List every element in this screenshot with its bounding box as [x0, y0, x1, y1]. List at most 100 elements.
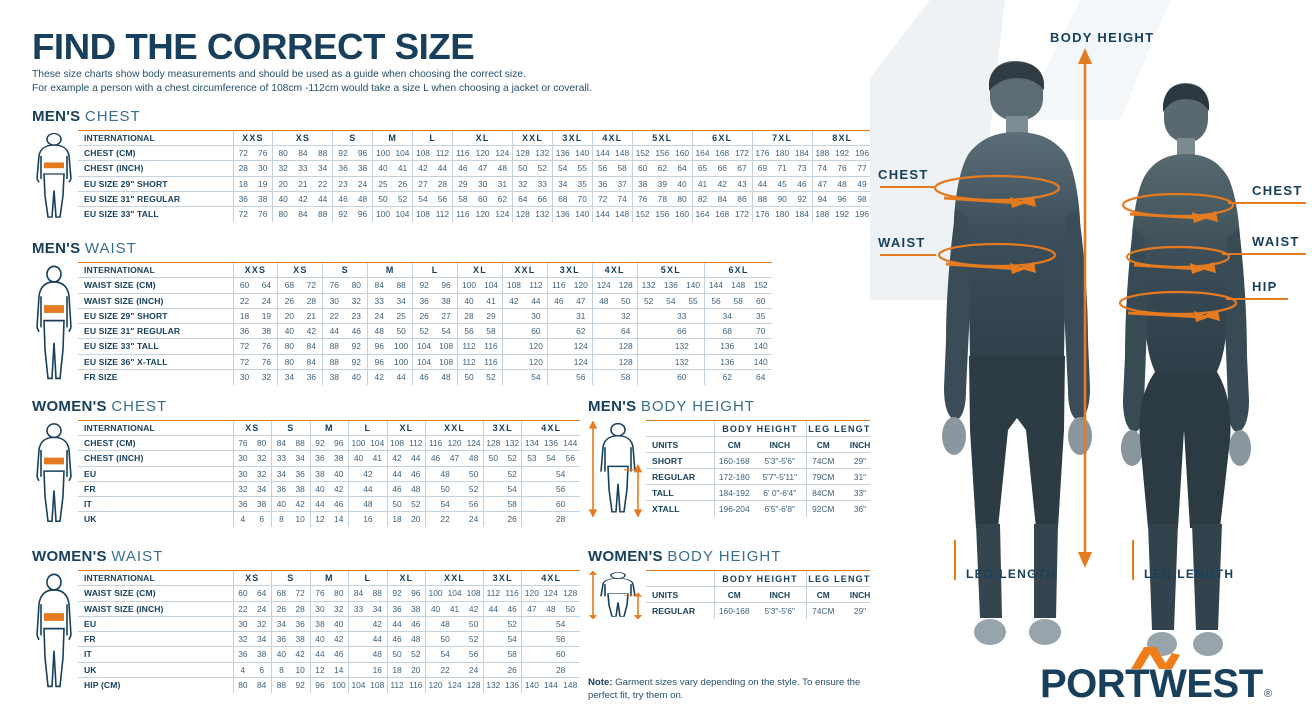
size-value: 46	[792, 176, 813, 192]
size-value: 50	[372, 191, 393, 207]
size-value: 54	[541, 466, 580, 482]
size-value: 44	[348, 481, 388, 497]
size-value: 54	[435, 323, 458, 340]
table-header-row: INTERNATIONAL XXS XS S M L XL XXL 3XL 4XL 5XL 6XL	[32, 261, 772, 379]
size-value: 30	[524, 308, 548, 325]
size-value: 104	[367, 435, 388, 452]
size-value: 76	[258, 209, 268, 220]
size-value: 32	[232, 481, 253, 497]
size-value	[591, 354, 615, 370]
size-value: 88	[271, 677, 291, 693]
size-value: 88	[322, 338, 346, 355]
size-value: 120	[475, 209, 490, 220]
size-value: 24	[252, 601, 272, 617]
size-value: 92	[412, 277, 436, 294]
size-value: 176	[751, 206, 773, 222]
size-value: 54	[659, 293, 683, 309]
size-value: 58	[502, 646, 522, 663]
size-value: 30	[232, 616, 253, 633]
size-value: 70	[572, 191, 593, 207]
size-value: 136	[552, 206, 573, 222]
size-value: 108	[464, 585, 484, 602]
size-value: 72	[232, 206, 253, 222]
size-value	[636, 323, 660, 340]
table-header-row: BODY HEIGHT LEG LENGTH	[588, 420, 881, 517]
size-value	[521, 631, 542, 648]
size-group-header: XL	[457, 261, 503, 279]
size-value: 30	[322, 293, 346, 309]
row-label: EU SIZE 29" SHORT	[78, 176, 233, 192]
row-label: FR	[78, 631, 233, 648]
size-value: 39	[652, 176, 673, 192]
size-value: 20	[277, 308, 301, 325]
size-value: 50	[425, 481, 465, 497]
size-value	[521, 496, 542, 513]
size-value: 172	[732, 145, 753, 162]
table-row: IT 36 38 40 42 44 46 48 50 52 54 56 58 60	[32, 496, 580, 513]
size-value: 74CM	[805, 602, 841, 619]
size-value: 124	[495, 209, 510, 220]
figure-cell	[32, 571, 78, 693]
size-value: 60	[677, 372, 687, 383]
size-value: 35	[572, 176, 593, 192]
size-value: 74	[612, 191, 633, 207]
table-row: FR SIZE 30 32 34 36 38 40 42 44 46 48 50 52 54 56 58 60 6…	[32, 369, 772, 385]
size-value: 96	[406, 585, 426, 602]
table-row: EU SIZE 33" TALL 72 76 80 84 88 92 96 100 104 108 1…	[32, 338, 772, 355]
tables-panel: FIND THE CORRECT SIZE These size charts …	[32, 26, 881, 701]
size-group-header: XS	[232, 569, 272, 587]
size-value: 28	[300, 293, 323, 309]
size-value: 55	[572, 160, 593, 177]
size-group-header: S	[322, 261, 368, 279]
size-value: 40	[271, 646, 291, 663]
size-value: 46	[412, 369, 436, 385]
size-value	[546, 323, 570, 340]
size-value: 54	[425, 496, 465, 513]
size-value: 152	[631, 206, 653, 222]
section-title-bold: MEN'S	[32, 240, 81, 257]
size-value: 100	[457, 277, 480, 294]
size-value: 124	[447, 680, 462, 691]
size-value: 54	[502, 631, 522, 648]
size-value: 104	[444, 585, 465, 602]
section-title-bold: WOMEN'S	[32, 398, 107, 415]
size-value: 52	[502, 466, 522, 482]
female-body-figure-icon	[36, 572, 72, 687]
size-group-header: M	[372, 129, 413, 147]
size-group-header: XXL	[512, 129, 553, 147]
size-value: 29"	[853, 605, 867, 616]
size-value: 98	[852, 191, 872, 207]
size-value: 76	[252, 145, 273, 162]
size-value: 88	[290, 435, 311, 452]
size-value: 32	[261, 372, 272, 383]
row-label: WAIST SIZE (CM)	[78, 585, 233, 602]
size-value: 88	[317, 209, 328, 220]
size-value: 26	[507, 514, 517, 525]
table-row: WAIST SIZE (CM) 60 64 68 72 76 80 84 88 92 96 100 10…	[32, 277, 772, 294]
section-title-mens-body-height: MEN'S BODY HEIGHT	[588, 398, 872, 415]
section-title-light: CHEST	[111, 398, 168, 415]
size-value: 76	[631, 191, 653, 207]
table-mens-body-height: BODY HEIGHT LEG LENGTH UNITS CM INCH CM INCH SH…	[588, 420, 881, 517]
size-value: 44	[386, 466, 407, 482]
size-value: 80	[345, 277, 368, 294]
row-label: WAIST SIZE (INCH)	[78, 601, 233, 617]
size-value: 46	[386, 481, 407, 497]
size-value: 116	[452, 145, 473, 162]
size-value: 54	[552, 160, 573, 177]
section-mens-waist: MEN'S WAIST INTERNATIONAL XXS XS S M L XL XXL 3X…	[32, 240, 772, 385]
size-value: 128	[512, 145, 533, 162]
table-row: TALL 184-192 6' 0"-6'4" 84CM 33"	[588, 484, 881, 501]
size-value: 44	[386, 616, 407, 633]
size-value: 12	[309, 511, 330, 527]
size-value: 26	[392, 176, 413, 192]
size-value: 84	[298, 209, 308, 220]
size-group-header: 7XL	[751, 129, 813, 147]
size-value: 124	[569, 338, 593, 355]
size-value: 68	[277, 277, 301, 294]
size-value: 36	[290, 616, 311, 633]
size-value: 69	[751, 160, 773, 177]
table-row: FR 32 34 36 38 40 42 44 46 48 50 52 54 56	[32, 631, 580, 648]
size-group-header: M	[309, 569, 349, 587]
size-value: 48	[441, 372, 451, 383]
